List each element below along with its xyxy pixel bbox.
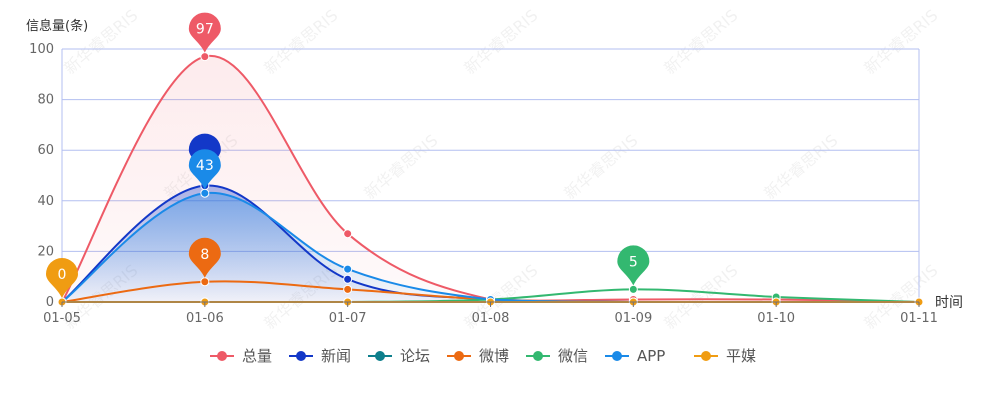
max-value-label: 0 [58, 267, 67, 283]
legend-label: 总量 [242, 347, 272, 365]
legend-marker [701, 351, 711, 361]
max-marker-微信: 5 [617, 245, 650, 286]
y-tick-label: 40 [37, 194, 54, 209]
series-areas [62, 55, 919, 302]
x-tick-label: 01-08 [472, 311, 510, 326]
legend-item-总量[interactable]: 总量 [210, 347, 272, 365]
x-tick-label: 01-05 [43, 311, 81, 326]
legend-marker [454, 351, 464, 361]
y-tick-label: 100 [29, 42, 54, 57]
max-value-label: 97 [196, 22, 214, 38]
data-point[interactable] [343, 264, 353, 274]
data-point[interactable] [200, 52, 210, 62]
y-tick-label: 60 [37, 143, 54, 158]
x-tick-label: 01-09 [614, 311, 652, 326]
legend-item-微信[interactable]: 微信 [526, 347, 588, 365]
x-axis-label: 时间 [935, 295, 963, 311]
legend-label: 微信 [558, 347, 588, 365]
series-line-总量 [61, 55, 920, 303]
legend[interactable]: 总量 新闻 论坛 微博 微信 APP 平媒 [210, 347, 756, 365]
data-point[interactable] [343, 284, 353, 294]
series-area-APP [62, 192, 919, 302]
legend-item-APP[interactable]: APP [605, 347, 665, 365]
x-tick-label: 01-07 [329, 311, 367, 326]
max-marker-微博: 8 [188, 237, 221, 278]
data-point[interactable] [343, 229, 353, 239]
legend-label: 平媒 [726, 347, 756, 365]
max-marker-APP: 43 [188, 149, 221, 190]
data-point[interactable] [200, 188, 210, 198]
watermark-text: 新华睿思RIS [660, 6, 741, 78]
legend-label: 新闻 [321, 347, 351, 365]
legend-marker [217, 351, 227, 361]
legend-label: 微博 [479, 347, 509, 365]
data-point[interactable] [628, 284, 638, 294]
y-tick-label: 20 [37, 244, 54, 259]
y-tick-label: 0 [46, 295, 54, 310]
legend-item-微博[interactable]: 微博 [447, 347, 509, 365]
max-value-label: 8 [200, 247, 209, 263]
y-axis-label: 信息量(条) [26, 18, 88, 34]
max-value-label: 43 [196, 158, 214, 174]
legend-item-论坛[interactable]: 论坛 [368, 347, 430, 365]
data-point[interactable] [200, 277, 210, 287]
watermark-text: 新华睿思RIS [660, 261, 741, 333]
watermark-text: 新华睿思RIS [260, 6, 341, 78]
data-point[interactable] [343, 274, 353, 284]
x-tick-label: 01-10 [757, 311, 795, 326]
legend-marker [612, 351, 622, 361]
y-tick-label: 80 [37, 93, 54, 108]
legend-marker [375, 351, 385, 361]
max-marker-总量: 97 [188, 12, 221, 53]
watermark-text: 新华睿思RIS [60, 6, 141, 78]
max-value-markers: 97 8 5 43 0 [46, 12, 650, 298]
legend-label: APP [637, 347, 665, 365]
legend-label: 论坛 [400, 347, 430, 365]
max-value-label: 5 [629, 254, 638, 270]
legend-item-新闻[interactable]: 新闻 [289, 347, 351, 365]
watermark-text: 新华睿思RIS [560, 131, 641, 203]
watermark-text: 新华睿思RIS [860, 6, 941, 78]
legend-item-平媒[interactable]: 平媒 [694, 347, 756, 365]
watermark-text: 新华睿思RIS [460, 6, 541, 78]
legend-marker [533, 351, 543, 361]
x-tick-label: 01-11 [900, 311, 938, 326]
watermark-text: 新华睿思RIS [760, 131, 841, 203]
max-marker-平媒: 0 [46, 258, 78, 298]
legend-marker [296, 351, 306, 361]
watermark-text: 新华睿思RIS [360, 131, 441, 203]
x-tick-label: 01-06 [186, 311, 224, 326]
